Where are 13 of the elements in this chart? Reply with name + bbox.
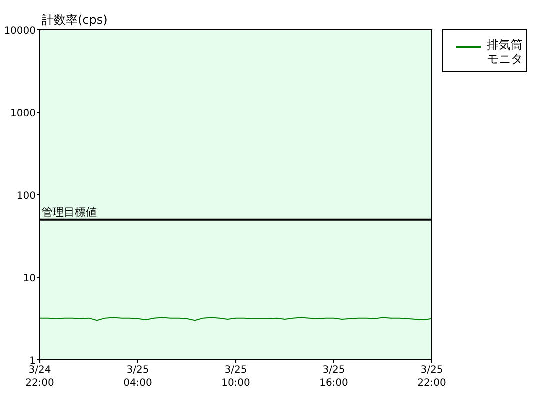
y-tick-label: 10000 bbox=[4, 26, 36, 37]
x-tick-label: 3/25 16:00 bbox=[320, 365, 348, 389]
legend-label: 排気筒モニタ bbox=[487, 38, 523, 66]
y-tick-label: 10 bbox=[23, 274, 36, 284]
x-tick-label: 3/25 04:00 bbox=[124, 365, 152, 389]
y-axis-title: 計数率(cps) bbox=[42, 13, 108, 27]
y-tick-label: 1 bbox=[30, 356, 36, 367]
x-tick-label: 3/25 10:00 bbox=[222, 365, 250, 389]
y-tick-label: 100 bbox=[16, 191, 36, 202]
ref-line-label: 管理目標値 bbox=[42, 206, 97, 219]
x-tick-label: 3/24 22:00 bbox=[26, 365, 54, 389]
y-tick-label: 1000 bbox=[10, 108, 36, 120]
x-tick-label: 3/25 22:00 bbox=[418, 365, 446, 389]
